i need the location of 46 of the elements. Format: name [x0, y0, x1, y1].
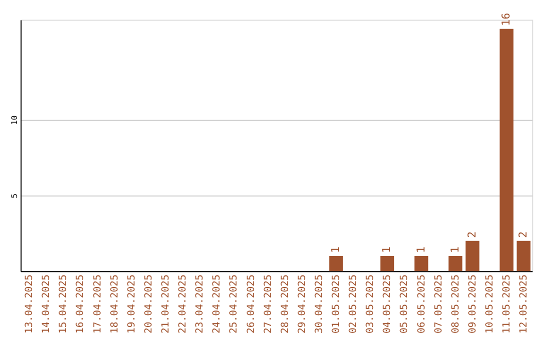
x-tick-label: 02.05.2025 [348, 274, 360, 334]
x-tick-label: 09.05.2025 [467, 274, 478, 334]
data-label: 1 [329, 246, 342, 254]
x-tick-label: 18.04.2025 [109, 274, 120, 334]
bar [329, 256, 343, 272]
x-tick-label: 15.04.2025 [58, 274, 70, 334]
x-tick-label: 27.04.2025 [262, 274, 274, 334]
bar [380, 256, 394, 272]
data-label: 16 [500, 12, 513, 26]
x-tick-label: 05.05.2025 [399, 274, 410, 334]
x-tick-label: 10.05.2025 [484, 274, 496, 334]
x-tick-label: 08.05.2025 [450, 274, 462, 334]
x-tick-label: 04.05.2025 [382, 274, 394, 334]
x-tick-label: 26.04.2025 [246, 274, 257, 334]
bar [448, 256, 462, 272]
bar [500, 28, 514, 272]
x-tick-label: 16.04.2025 [75, 274, 86, 334]
x-tick-label: 22.04.2025 [178, 274, 189, 334]
x-tick-label: 19.04.2025 [126, 274, 138, 334]
data-label: 1 [448, 246, 462, 254]
x-tick-label: 24.04.2025 [212, 274, 223, 334]
bar [516, 240, 530, 272]
x-tick-label: 03.05.2025 [365, 274, 376, 334]
data-label: 2 [465, 231, 478, 238]
x-tick-label: 06.05.2025 [416, 274, 428, 334]
data-label: 1 [414, 246, 428, 254]
y-tick-label: 10 [10, 115, 20, 125]
x-tick-label: 30.04.2025 [314, 274, 325, 334]
x-tick-label: 17.04.2025 [92, 274, 104, 334]
x-tick-label: 12.05.2025 [518, 274, 530, 334]
x-tick-label: 07.05.2025 [433, 274, 444, 334]
x-tick-label: 20.04.2025 [143, 274, 154, 334]
y-tick-label: 5 [10, 193, 20, 198]
x-tick-label: 01.05.2025 [331, 274, 342, 334]
x-tick-label: 14.04.2025 [41, 274, 52, 334]
x-tick-label: 21.04.2025 [160, 274, 172, 334]
data-label: 1 [380, 246, 394, 254]
x-tick-label: 23.04.2025 [194, 274, 206, 334]
data-label: 2 [516, 231, 530, 238]
x-tick-label: 11.05.2025 [502, 274, 513, 334]
x-tick-label: 29.04.2025 [296, 274, 308, 334]
x-tick-label: 25.04.2025 [228, 274, 240, 334]
bar [414, 256, 428, 272]
x-tick-label: 28.04.2025 [280, 274, 291, 334]
x-tick-label: 13.04.2025 [24, 274, 36, 334]
bar [466, 240, 480, 272]
